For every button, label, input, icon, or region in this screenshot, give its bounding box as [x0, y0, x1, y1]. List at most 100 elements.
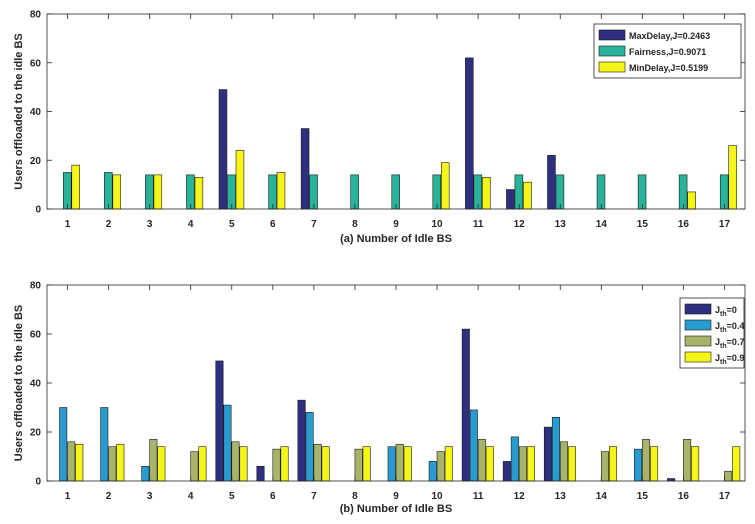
bar-a-s2-c3 — [153, 174, 163, 210]
legend-swatch-2 — [598, 61, 626, 73]
bar-b-s1-c15 — [634, 448, 643, 482]
x-tick-label: 8 — [352, 491, 358, 502]
bar-b-s2-c4 — [190, 451, 199, 482]
bar-b-s2-c15 — [642, 439, 651, 482]
bar-a-s1-c3 — [145, 174, 154, 210]
bar-a-s1-c13 — [555, 174, 565, 210]
bar-a-s1-c4 — [186, 174, 195, 210]
x-tick-label: 5 — [229, 219, 235, 230]
legend-swatch-1 — [598, 45, 626, 57]
y-tick-label: 40 — [30, 379, 42, 390]
bar-b-s1-c13 — [551, 416, 560, 482]
bar-b-s1-c11 — [469, 409, 478, 482]
x-tick-label: 16 — [678, 219, 690, 230]
x-tick-label: 16 — [678, 491, 690, 502]
bar-b-s1-c2 — [100, 407, 109, 482]
x-tick-label: 15 — [637, 219, 649, 230]
x-tick-label: 10 — [431, 219, 443, 230]
y-tick-label: 60 — [30, 330, 42, 341]
x-tick-label: 17 — [719, 491, 731, 502]
legend-label-0: MaxDelay,J=0.2463 — [629, 31, 710, 41]
x-tick-label: 4 — [188, 491, 194, 502]
x-tick-label: 7 — [311, 219, 317, 230]
bar-b-s3-c8 — [362, 446, 371, 482]
bar-b-s3-c13 — [567, 446, 576, 482]
bar-b-s2-c1 — [67, 441, 76, 482]
x-tick-label: 9 — [393, 219, 399, 230]
bar-a-s1-c15 — [637, 174, 647, 210]
x-tick-label: 8 — [352, 219, 358, 230]
bar-a-s2-c12 — [523, 181, 532, 210]
bar-b-s1-c12 — [510, 436, 519, 482]
bar-b-s1-c9 — [387, 446, 396, 482]
x-tick-label: 13 — [555, 491, 567, 502]
bar-a-s0-c7 — [300, 128, 310, 210]
bar-b-s0-c13 — [543, 426, 552, 482]
bar-b-s2-c6 — [272, 448, 281, 482]
y-tick-label: 60 — [30, 58, 42, 69]
bar-b-s3-c3 — [157, 446, 166, 482]
bar-b-s0-c6 — [256, 465, 265, 482]
x-tick-label: 7 — [311, 491, 317, 502]
x-tick-label: 5 — [229, 491, 235, 502]
bar-b-s1-c10 — [428, 461, 437, 482]
bar-a-s2-c4 — [194, 177, 204, 210]
bar-a-s2-c5 — [235, 150, 245, 210]
bar-a-s1-c11 — [473, 174, 483, 210]
legend-swatch-3 — [684, 351, 712, 363]
bar-b-s3-c9 — [403, 446, 412, 482]
x-tick-label: 6 — [270, 219, 276, 230]
bar-b-s2-c9 — [395, 443, 404, 482]
bar-b-s1-c7 — [305, 412, 314, 482]
bar-a-s1-c2 — [104, 172, 113, 210]
bar-a-s1-c1 — [62, 172, 72, 210]
bar-b-s0-c7 — [297, 399, 306, 482]
x-tick-label: 14 — [596, 219, 608, 230]
bar-b-s3-c6 — [280, 446, 289, 482]
y-tick-label: 0 — [35, 477, 41, 488]
y-tick-label: 80 — [30, 10, 42, 21]
bar-b-s3-c10 — [444, 446, 453, 482]
bar-a-s2-c6 — [276, 172, 286, 210]
x-tick-label: 2 — [106, 219, 112, 230]
x-tick-label: 3 — [147, 491, 153, 502]
x-tick-label: 13 — [555, 219, 567, 230]
bar-b-s3-c17 — [732, 446, 741, 482]
legend-swatch-0 — [598, 29, 626, 41]
x-tick-label: 14 — [596, 491, 608, 502]
bar-b-s1-c3 — [141, 465, 150, 482]
x-axis-label: (b) Number of Idle BS — [340, 503, 452, 515]
bar-b-s2-c17 — [724, 470, 733, 482]
x-tick-label: 3 — [147, 219, 153, 230]
x-tick-label: 1 — [65, 219, 71, 230]
bar-b-s3-c5 — [239, 446, 248, 482]
bar-a-s1-c10 — [432, 174, 442, 210]
x-tick-label: 11 — [473, 491, 484, 502]
x-axis-label: (a) Number of Idle BS — [340, 233, 452, 245]
bar-b-s0-c12 — [502, 461, 511, 482]
bar-b-s3-c2 — [116, 443, 125, 482]
bar-b-s2-c12 — [518, 446, 527, 482]
legend-label-2: Jth=0.7 — [715, 337, 744, 350]
y-tick-label: 20 — [30, 428, 42, 439]
bar-b-s1-c1 — [59, 407, 68, 482]
bar-b-s1-c5 — [223, 404, 232, 482]
y-axis-label: Users offloaded to the idle BS — [13, 33, 25, 189]
bar-a-s1-c6 — [268, 174, 277, 210]
legend-label-3: Jth=0.9 — [715, 353, 744, 366]
bar-a-s1-c9 — [391, 174, 400, 210]
bar-b-s2-c3 — [149, 439, 158, 482]
legend-label-1: Jth=0.4 — [715, 321, 744, 334]
legend-swatch-2 — [684, 335, 712, 347]
bar-a-s2-c2 — [112, 174, 122, 210]
y-axis-label: Users offloaded to the idle BS — [13, 305, 25, 461]
bar-a-s0-c5 — [218, 89, 228, 210]
x-tick-label: 11 — [473, 219, 484, 230]
x-tick-label: 9 — [393, 491, 399, 502]
bar-b-s3-c15 — [650, 446, 659, 482]
x-tick-label: 6 — [270, 491, 276, 502]
bar-a-s2-c10 — [440, 162, 450, 210]
y-tick-label: 80 — [30, 281, 42, 292]
